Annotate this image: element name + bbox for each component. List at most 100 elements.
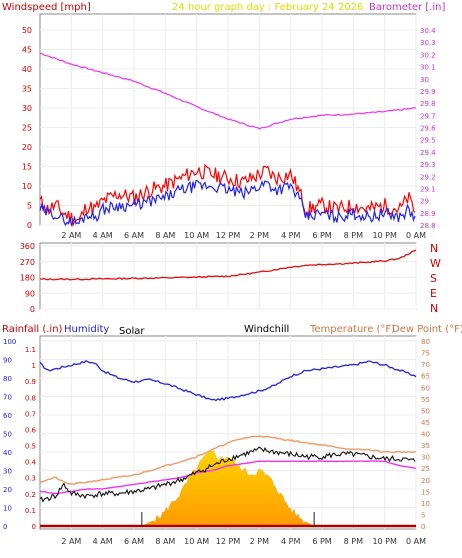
- direction-tick-label: 90: [25, 289, 35, 298]
- wind-direction-line: [39, 249, 417, 281]
- solar-legend-label: Solar: [119, 326, 145, 337]
- windspeed-tick-label: 50: [22, 26, 32, 35]
- rain-tick-label: 0: [32, 523, 36, 531]
- humidity-tick-label: 50: [3, 431, 12, 439]
- barometer-tick-label: 30.1: [420, 64, 436, 72]
- x-tick-label: 2 AM: [61, 231, 81, 240]
- rain-tick-label: 0.7: [25, 410, 36, 418]
- rain-tick-label: 0.4: [25, 459, 37, 467]
- temperature-tick-label: 70: [421, 361, 430, 369]
- dew-point-line: [39, 460, 417, 495]
- windspeed-axis-title: Windspeed [mph]: [2, 2, 91, 13]
- temperature-tick-label: 0: [421, 523, 425, 531]
- rain-tick-label: 1: [32, 362, 36, 370]
- windspeed-tick-label: 5: [27, 202, 32, 211]
- barometer-tick-label: 30.4: [420, 27, 436, 35]
- barometer-tick-label: 30: [420, 76, 429, 84]
- chart-title: 24 hour graph day : February 24 2026: [172, 2, 363, 13]
- x-tick-label: 10 AM: [184, 231, 209, 240]
- x-tick-label: 4 AM: [93, 537, 113, 546]
- barometer-line: [39, 52, 417, 130]
- barometer-tick-label: 29.2: [420, 173, 436, 181]
- temperature-tick-label: 40: [421, 431, 430, 439]
- barometer-tick-label: 30.3: [420, 39, 436, 47]
- temperature-tick-label: 25: [421, 465, 430, 473]
- rain-tick-label: 0.5: [25, 443, 36, 451]
- direction-tick-label: 270: [20, 258, 35, 267]
- compass-letter-s: S: [430, 272, 437, 285]
- temperature-tick-label: 75: [421, 350, 430, 358]
- average-wind-line: [39, 179, 416, 227]
- humidity-tick-label: 100: [3, 338, 16, 346]
- barometer-tick-label: 29.3: [420, 161, 436, 169]
- x-tick-label: 12 PM: [216, 537, 241, 546]
- barometer-tick-label: 29.5: [420, 137, 436, 145]
- temperature-tick-label: 5: [421, 511, 425, 519]
- windchill-line: [39, 446, 416, 503]
- x-tick-label: 6 PM: [312, 231, 331, 240]
- x-tick-label: 4 PM: [281, 231, 300, 240]
- tick-labels: 2 AM 4 AM 6 AM 8 AM 10 AM 12 PM 2 PM 4 PM 6 PM 8 …: [3, 26, 441, 546]
- compass-letter-n: N: [430, 302, 438, 315]
- barometer-tick-label: 29.8: [420, 100, 436, 108]
- temperature-tick-label: 10: [421, 500, 430, 508]
- barometer-tick-label: 29.4: [420, 149, 436, 157]
- rain-tick-label: 0.2: [25, 491, 36, 499]
- gust-line: [39, 164, 416, 228]
- x-tick-label: 12 PM: [216, 231, 241, 240]
- x-tick-label: 10 AM: [184, 537, 209, 546]
- windspeed-tick-label: 25: [22, 124, 32, 133]
- windspeed-tick-label: 35: [22, 85, 32, 94]
- humidity-tick-label: 0: [3, 523, 7, 531]
- compass-letter-e: E: [430, 287, 437, 300]
- direction-tick-label: 360: [20, 242, 35, 251]
- compass-letter-n: N: [430, 242, 438, 255]
- humidity-tick-label: 20: [3, 486, 12, 494]
- dewpoint-axis-title: Dew Point (°F): [392, 324, 462, 335]
- barometer-tick-label: 29.9: [420, 88, 436, 96]
- temperature-tick-label: 45: [421, 419, 430, 427]
- temperature-tick-label: 50: [421, 407, 430, 415]
- humidity-tick-label: 90: [3, 357, 12, 365]
- barometer-axis-title: Barometer [.in]: [369, 2, 445, 13]
- x-tick-label: 2 AM: [61, 537, 81, 546]
- windspeed-tick-label: 30: [22, 104, 32, 113]
- windspeed-tick-label: 0: [27, 221, 32, 230]
- rain-tick-label: 0.8: [25, 394, 36, 402]
- x-tick-label: 6 AM: [124, 537, 144, 546]
- rain-tick-label: 1.1: [25, 346, 36, 354]
- temperature-line: [39, 435, 417, 486]
- barometer-tick-label: 28.9: [420, 210, 436, 218]
- temperature-tick-label: 80: [421, 338, 430, 346]
- windspeed-tick-label: 15: [22, 163, 32, 172]
- barometer-tick-label: 29.6: [420, 125, 436, 133]
- x-tick-label: 8 PM: [344, 231, 363, 240]
- direction-tick-label: 0: [30, 305, 35, 314]
- data-series: [39, 52, 417, 528]
- humidity-tick-label: 10: [3, 505, 12, 513]
- x-tick-label: 8 PM: [344, 537, 363, 546]
- x-tick-label: 6 PM: [312, 537, 331, 546]
- temperature-tick-label: 20: [421, 477, 430, 485]
- x-tick-label: 8 AM: [155, 231, 175, 240]
- humidity-tick-label: 40: [3, 449, 12, 457]
- barometer-tick-label: 28.8: [420, 222, 436, 230]
- x-tick-label: 10 PM: [372, 537, 397, 546]
- windspeed-tick-label: 10: [22, 182, 32, 191]
- rain-tick-label: 0.9: [25, 378, 36, 386]
- barometer-tick-label: 29.1: [420, 185, 436, 193]
- temperature-axis-title: Temperature (°F): [309, 324, 395, 335]
- humidity-line: [39, 360, 417, 402]
- x-tick-label: 10 PM: [372, 231, 397, 240]
- temperature-tick-label: 65: [421, 373, 430, 381]
- temperature-tick-label: 35: [421, 442, 430, 450]
- x-tick-label: 2 PM: [250, 231, 269, 240]
- rain-tick-label: 0.1: [25, 507, 36, 515]
- x-tick-label: 6 AM: [124, 231, 144, 240]
- windspeed-tick-label: 40: [22, 65, 32, 74]
- compass-letter-w: W: [430, 257, 441, 270]
- temperature-tick-label: 60: [421, 384, 430, 392]
- temperature-tick-label: 15: [421, 488, 430, 496]
- barometer-tick-label: 30.2: [420, 51, 436, 59]
